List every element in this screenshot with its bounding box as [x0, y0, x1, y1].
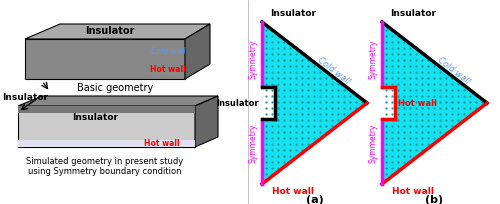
Text: Hot wall: Hot wall	[398, 99, 436, 108]
Text: Cold wall: Cold wall	[151, 48, 185, 57]
Text: Insulator: Insulator	[2, 93, 48, 102]
Text: Symmetry: Symmetry	[248, 40, 258, 79]
Polygon shape	[18, 140, 195, 147]
Text: Symmetry: Symmetry	[368, 124, 378, 163]
Text: Basic geometry: Basic geometry	[77, 83, 153, 93]
Polygon shape	[185, 24, 210, 79]
Text: Hot wall: Hot wall	[272, 187, 314, 196]
Text: Insulator: Insulator	[270, 9, 316, 18]
Text: using Symmetry boundary condition: using Symmetry boundary condition	[28, 167, 182, 176]
Text: Insulator: Insulator	[390, 9, 436, 18]
Polygon shape	[18, 106, 195, 113]
Text: Simulated geometry in present study: Simulated geometry in present study	[26, 157, 184, 166]
Polygon shape	[18, 96, 218, 106]
Polygon shape	[195, 96, 218, 147]
Polygon shape	[25, 24, 210, 39]
Text: Cold wall: Cold wall	[316, 55, 351, 86]
Text: Hot wall: Hot wall	[144, 139, 180, 147]
Polygon shape	[382, 22, 487, 184]
Polygon shape	[18, 106, 195, 147]
Text: (a): (a)	[306, 195, 324, 204]
Polygon shape	[25, 39, 185, 79]
Text: Insulator: Insulator	[216, 99, 259, 108]
Text: Symmetry: Symmetry	[368, 40, 378, 79]
Text: (b): (b)	[426, 195, 444, 204]
Text: Insulator: Insulator	[72, 113, 118, 122]
Text: Symmetry: Symmetry	[248, 124, 258, 163]
Text: Hot wall: Hot wall	[392, 187, 434, 196]
Text: Cold wall: Cold wall	[436, 55, 471, 86]
Text: Insulator: Insulator	[86, 26, 134, 36]
Text: Hot wall: Hot wall	[150, 65, 186, 74]
Polygon shape	[262, 22, 367, 184]
